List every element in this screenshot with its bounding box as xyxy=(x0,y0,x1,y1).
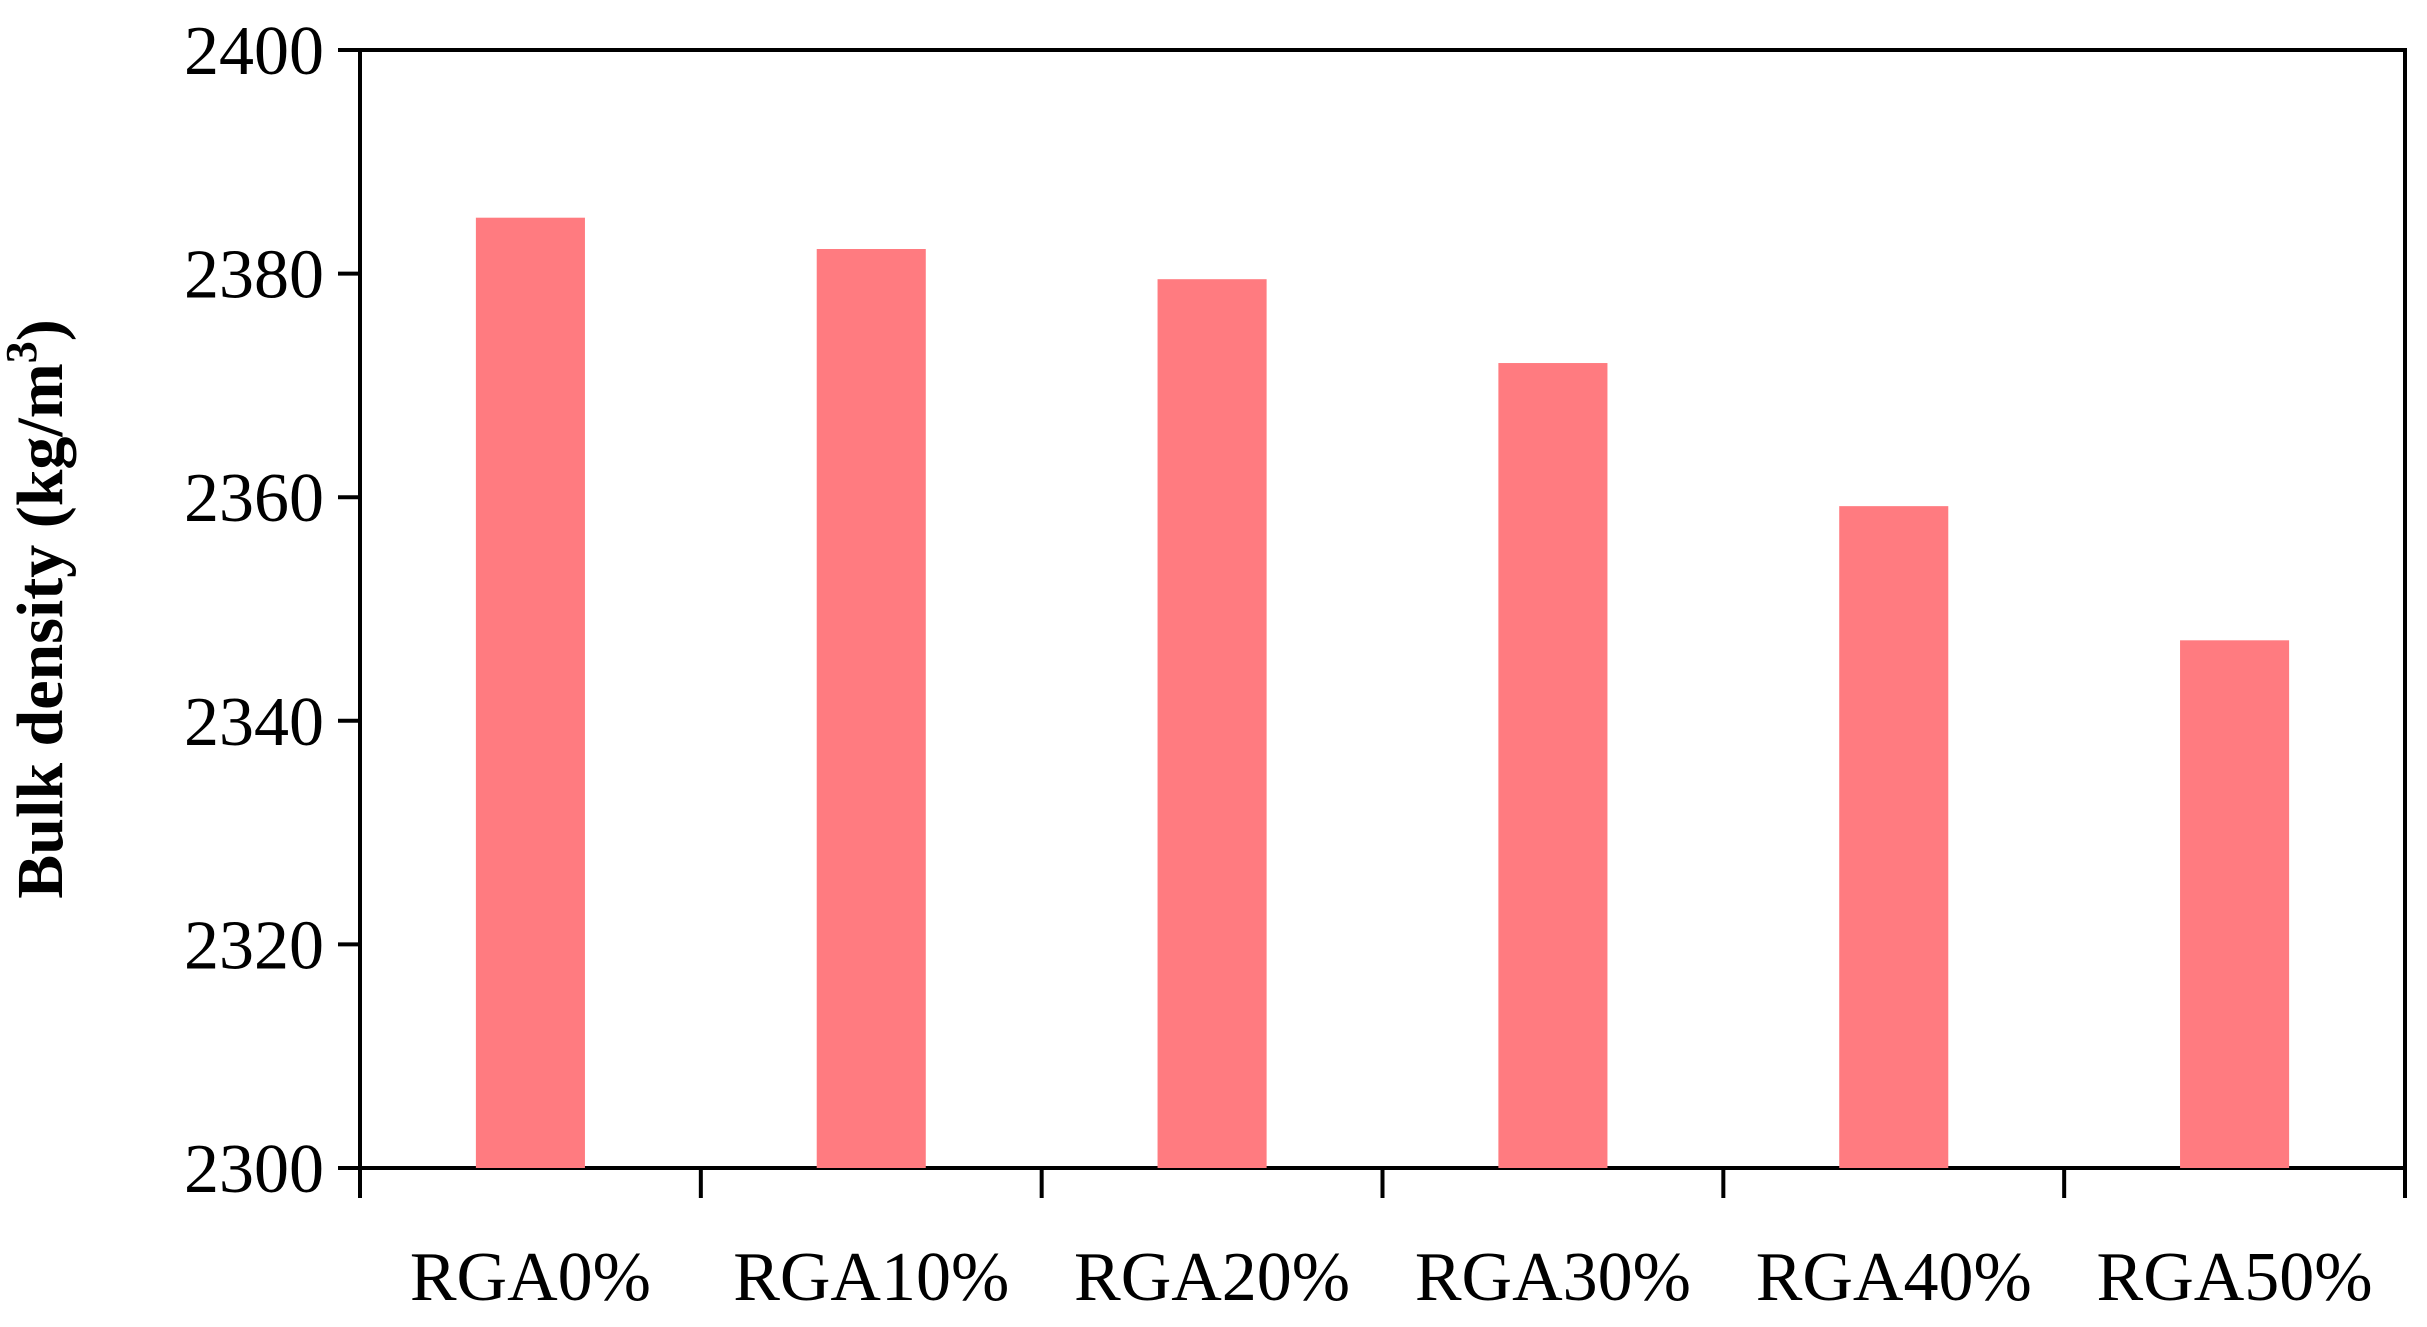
bar-rga10pct xyxy=(816,249,926,1168)
y-axis-title-suffix: ) xyxy=(4,319,77,341)
x-tick-label: RGA0% xyxy=(410,1239,651,1316)
bar-rga30pct xyxy=(1498,363,1608,1168)
y-tick-label: 2360 xyxy=(184,460,324,537)
x-tick-label: RGA10% xyxy=(733,1239,1009,1316)
x-tick-label: RGA30% xyxy=(1415,1239,1691,1316)
bar-rga20pct xyxy=(1157,279,1267,1168)
y-axis: 2300 2320 2340 2360 2380 2400 xyxy=(184,13,360,1208)
y-tick-label: 2380 xyxy=(184,237,324,314)
x-axis: RGA0% RGA10% RGA20% RGA30% RGA40% RGA50% xyxy=(358,1168,2407,1316)
y-tick-label: 2300 xyxy=(184,1131,324,1208)
y-axis-title: Bulk density (kg/m3) xyxy=(0,319,77,898)
y-tick-label: 2320 xyxy=(184,907,324,984)
y-axis-title-main: Bulk density (kg/m xyxy=(4,363,77,898)
x-tick-label: RGA20% xyxy=(1074,1239,1350,1316)
y-axis-title-superscript: 3 xyxy=(0,341,46,363)
bars-group xyxy=(475,217,2290,1168)
x-tick-label: RGA50% xyxy=(2097,1239,2373,1316)
y-tick-label: 2340 xyxy=(184,684,324,761)
bar-rga50pct xyxy=(2180,640,2290,1168)
y-tick-label: 2400 xyxy=(184,13,324,90)
bar-rga0pct xyxy=(475,217,585,1168)
bar-rga40pct xyxy=(1839,506,1949,1168)
plot-area xyxy=(358,48,2407,1170)
x-tick-label: RGA40% xyxy=(1756,1239,2032,1316)
